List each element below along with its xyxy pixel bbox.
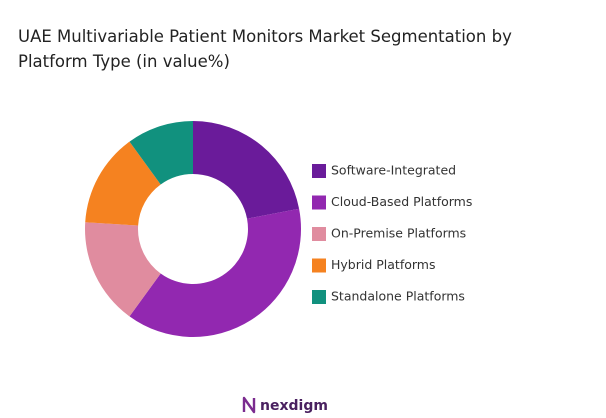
legend-swatch (312, 227, 326, 241)
donut-segment (129, 121, 193, 185)
legend-label: On-Premise Platforms (331, 226, 466, 241)
chart-title: UAE Multivariable Patient Monitors Marke… (18, 27, 512, 71)
donut-segment (85, 141, 161, 226)
donut-segment (85, 222, 161, 317)
logo-icon (242, 396, 256, 414)
legend-swatch (312, 290, 326, 304)
legend-label: Hybrid Platforms (331, 257, 435, 272)
donut-segment (129, 208, 302, 338)
legend-swatch (312, 195, 326, 210)
legend-swatch (312, 164, 326, 178)
legend-label: Cloud-Based Platforms (331, 194, 472, 209)
donut-segment (193, 121, 300, 219)
legend-label: Standalone Platforms (331, 289, 465, 304)
legend-label: Software-Integrated (331, 163, 456, 178)
legend-swatch (312, 258, 326, 273)
logo-text: nexdigm (260, 398, 328, 414)
